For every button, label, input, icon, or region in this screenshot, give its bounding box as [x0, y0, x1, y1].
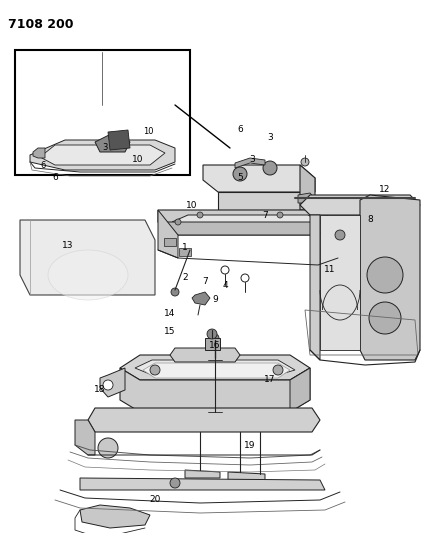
Polygon shape [318, 222, 338, 265]
Polygon shape [88, 408, 320, 432]
Text: 9: 9 [212, 295, 218, 304]
Polygon shape [100, 368, 125, 397]
Circle shape [263, 161, 277, 175]
Text: 3: 3 [249, 156, 255, 165]
Polygon shape [158, 210, 338, 235]
Polygon shape [164, 238, 176, 246]
Circle shape [335, 230, 345, 240]
Polygon shape [172, 215, 325, 230]
Circle shape [241, 274, 249, 282]
Polygon shape [120, 368, 310, 412]
Circle shape [103, 380, 113, 390]
Circle shape [315, 219, 321, 225]
Text: 3: 3 [267, 133, 273, 142]
Polygon shape [33, 148, 45, 158]
Circle shape [171, 288, 179, 296]
Text: 10: 10 [186, 200, 198, 209]
Polygon shape [290, 368, 310, 412]
Polygon shape [203, 165, 315, 192]
Polygon shape [179, 248, 191, 256]
Polygon shape [75, 420, 95, 455]
Text: 2: 2 [182, 273, 188, 282]
Polygon shape [360, 195, 420, 360]
Polygon shape [135, 360, 295, 375]
Polygon shape [324, 246, 336, 254]
Text: 7108 200: 7108 200 [8, 18, 74, 31]
Circle shape [277, 212, 283, 218]
Polygon shape [228, 472, 265, 480]
Text: 10: 10 [143, 127, 153, 136]
Text: 16: 16 [209, 341, 221, 350]
Circle shape [150, 365, 160, 375]
Circle shape [301, 158, 309, 166]
Text: 14: 14 [164, 310, 175, 319]
Ellipse shape [48, 250, 128, 300]
Text: 20: 20 [149, 496, 160, 505]
Circle shape [273, 365, 283, 375]
Text: 6: 6 [40, 160, 46, 169]
Polygon shape [170, 348, 240, 362]
Polygon shape [192, 292, 210, 305]
Polygon shape [30, 140, 175, 170]
Circle shape [175, 219, 181, 225]
Text: 13: 13 [62, 240, 74, 249]
Text: 7: 7 [202, 278, 208, 287]
Polygon shape [300, 165, 315, 210]
Text: 11: 11 [324, 265, 336, 274]
Polygon shape [185, 470, 220, 478]
Text: 6: 6 [52, 174, 58, 182]
Polygon shape [320, 215, 360, 350]
Text: 4: 4 [222, 280, 228, 289]
Polygon shape [108, 130, 130, 150]
Circle shape [207, 329, 217, 339]
Text: 12: 12 [379, 185, 391, 195]
Text: 8: 8 [367, 215, 373, 224]
Circle shape [197, 212, 203, 218]
Text: 17: 17 [264, 376, 276, 384]
Polygon shape [20, 220, 155, 295]
Polygon shape [235, 158, 265, 168]
Polygon shape [80, 505, 150, 528]
Circle shape [367, 257, 403, 293]
Circle shape [98, 438, 118, 458]
Polygon shape [298, 193, 314, 203]
Text: 15: 15 [164, 327, 176, 336]
Polygon shape [143, 363, 290, 378]
Polygon shape [158, 222, 338, 235]
Text: 19: 19 [244, 440, 256, 449]
Polygon shape [300, 195, 420, 215]
Circle shape [369, 302, 401, 334]
Polygon shape [218, 192, 300, 210]
Circle shape [211, 334, 219, 342]
Polygon shape [310, 215, 320, 360]
Text: 10: 10 [132, 156, 144, 165]
Circle shape [221, 266, 229, 274]
Polygon shape [314, 254, 326, 262]
Text: 1: 1 [182, 244, 188, 253]
Circle shape [233, 167, 247, 181]
Text: 7: 7 [262, 211, 268, 220]
Polygon shape [158, 210, 178, 258]
Polygon shape [95, 132, 130, 152]
Polygon shape [205, 338, 220, 350]
Circle shape [170, 478, 180, 488]
Text: 5: 5 [237, 174, 243, 182]
Bar [15, 50, 190, 175]
Polygon shape [80, 478, 325, 490]
Polygon shape [120, 355, 310, 380]
Text: 3: 3 [102, 143, 108, 152]
Text: 6: 6 [237, 125, 243, 134]
Text: 18: 18 [94, 385, 106, 394]
Polygon shape [40, 145, 165, 165]
